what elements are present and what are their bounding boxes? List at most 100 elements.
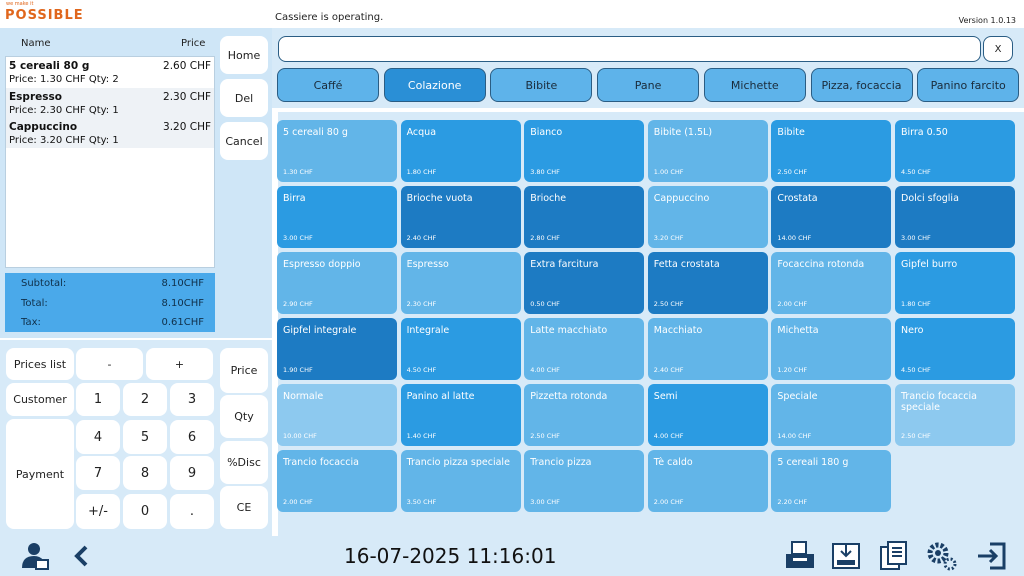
keypad-key[interactable]: + [146,348,213,380]
product-button[interactable]: Gipfel burro 1.80 CHF [895,252,1015,314]
product-button[interactable]: Focaccina rotonda 2.00 CHF [771,252,892,314]
total-value: 0.61CHF [161,317,204,328]
exit-icon[interactable] [976,540,1008,572]
product-button[interactable]: Speciale 14.00 CHF [771,384,892,446]
product-button[interactable]: Panino al latte 1.40 CHF [400,384,521,446]
product-price: 2.40 CHF [406,234,437,242]
product-button[interactable]: Semi 4.00 CHF [647,384,768,446]
category-tab[interactable]: Michette [703,68,806,102]
documents-icon[interactable] [878,540,910,572]
category-tab[interactable]: Caffé [277,68,379,102]
product-price: 4.00 CHF [653,432,684,440]
product-price: 2.00 CHF [777,300,808,308]
totals-box [5,273,215,332]
home-button[interactable]: Home [220,36,268,74]
back-icon[interactable] [72,544,92,568]
product-price: 14.00 CHF [777,432,812,440]
category-tab[interactable]: Pizza, focaccia [810,68,913,102]
keypad-key[interactable]: - [76,348,143,380]
product-button[interactable]: Fetta crostata 2.50 CHF [647,252,768,314]
product-price: 2.30 CHF [406,300,437,308]
keypad-key[interactable]: 6 [170,420,214,454]
total-value: 8.10CHF [161,278,204,289]
product-button[interactable]: Gipfel integrale 1.90 CHF [277,318,397,380]
product-button[interactable]: Trancio pizza 3.00 CHF [524,450,645,512]
product-name: Dolci sfoglia [901,193,959,204]
keypad-key[interactable]: 0 [123,494,167,529]
total-label: Subtotal: [21,278,67,289]
user-icon[interactable] [18,540,50,572]
category-tab[interactable]: Colazione [383,68,486,102]
keypad-key[interactable]: 7 [76,456,120,490]
product-button[interactable]: Trancio focaccia 2.00 CHF [277,450,397,512]
category-tab[interactable]: Panino farcito [917,68,1020,102]
category-tab[interactable]: Bibite [490,68,593,102]
payment-button[interactable]: Payment [6,419,74,529]
total-value: 8.10CHF [161,297,204,309]
total-row: Total: 8.10CHF [6,295,214,314]
product-name: Birra [283,193,306,204]
product-button[interactable]: Macchiato 2.40 CHF [647,318,768,380]
order-item[interactable]: Cappuccino 3.20 CHF Price: 3.20 CHF Qty: 1 [6,118,214,148]
keypad-key[interactable]: +/- [76,494,120,529]
price-button[interactable]: Price [220,348,268,393]
product-button[interactable]: Dolci sfoglia 3.00 CHF [895,186,1015,248]
order-item[interactable]: 5 cereali 80 g 2.60 CHF Price: 1.30 CHF Qt… [6,57,214,87]
report-icon[interactable] [830,540,862,572]
product-button[interactable]: Cappuccino 3.20 CHF [647,186,768,248]
keypad-key[interactable]: 9 [170,456,214,490]
product-button[interactable]: Latte macchiato 4.00 CHF [524,318,645,380]
product-button[interactable]: Tè caldo 2.00 CHF [647,450,768,512]
product-name: Bibite (1.5L) [653,127,713,138]
category-tab[interactable]: Pane [597,68,700,102]
product-price: 2.50 CHF [901,432,931,440]
item-name: Espresso [9,90,62,103]
product-button[interactable]: Michetta 1.20 CHF [771,318,892,380]
product-button[interactable]: Trancio focaccia speciale 2.50 CHF [895,384,1015,446]
product-button[interactable]: 5 cereali 80 g 1.30 CHF [277,120,397,182]
product-button[interactable]: Nero 4.50 CHF [895,318,1015,380]
product-name: Trancio pizza [530,457,592,468]
keypad-key[interactable]: . [170,494,214,529]
keypad-key[interactable]: 5 [123,420,167,454]
keypad-key[interactable]: 1 [76,383,120,416]
delete-button[interactable]: Del [220,79,268,117]
product-button[interactable]: Bianco 3.80 CHF [524,120,645,182]
search-input[interactable] [278,36,981,62]
order-item[interactable]: Espresso 2.30 CHF Price: 2.30 CHF Qty: 1 [6,87,214,118]
product-button[interactable]: Extra farcitura 0.50 CHF [524,252,645,314]
cancel-button[interactable]: Cancel [220,122,268,160]
item-name: 5 cereali 80 g [9,60,90,72]
product-button[interactable]: Bibite (1.5L) 1.00 CHF [647,120,768,182]
prices-list-button[interactable]: Prices list [6,348,74,380]
product-button[interactable]: Pizzetta rotonda 2.50 CHF [524,384,645,446]
product-button[interactable]: 5 cereali 180 g 2.20 CHF [771,450,892,512]
product-button[interactable]: Trancio pizza speciale 3.50 CHF [400,450,521,512]
clear-search-button[interactable]: X [983,36,1013,62]
discount-button[interactable]: %Disc [220,441,268,484]
keypad-key[interactable]: 8 [123,456,167,490]
product-button[interactable]: Crostata 14.00 CHF [771,186,892,248]
product-button[interactable]: Birra 0.50 4.50 CHF [895,120,1015,182]
ce-button[interactable]: CE [220,486,268,529]
cash-drawer-icon[interactable] [785,540,815,572]
product-button[interactable]: Normale 10.00 CHF [277,384,397,446]
settings-icon[interactable] [926,540,958,572]
product-button[interactable]: Birra 3.00 CHF [277,186,397,248]
product-price: 3.00 CHF [901,234,931,242]
footer: 16-07-2025 11:16:01 [0,536,1024,576]
product-price: 1.90 CHF [283,366,313,374]
product-name: Gipfel integrale [283,325,357,336]
product-button[interactable]: Espresso 2.30 CHF [400,252,521,314]
product-button[interactable]: Brioche vuota 2.40 CHF [400,186,521,248]
keypad-key[interactable]: 2 [123,383,167,416]
product-button[interactable]: Espresso doppio 2.90 CHF [277,252,397,314]
keypad-key[interactable]: 3 [170,383,214,416]
product-button[interactable]: Integrale 4.50 CHF [400,318,521,380]
product-button[interactable]: Brioche 2.80 CHF [524,186,645,248]
keypad-key[interactable]: 4 [76,420,120,454]
product-button[interactable]: Acqua 1.80 CHF [400,120,521,182]
qty-button[interactable]: Qty [220,395,268,438]
product-button[interactable]: Bibite 2.50 CHF [771,120,892,182]
customer-button[interactable]: Customer [6,383,74,416]
